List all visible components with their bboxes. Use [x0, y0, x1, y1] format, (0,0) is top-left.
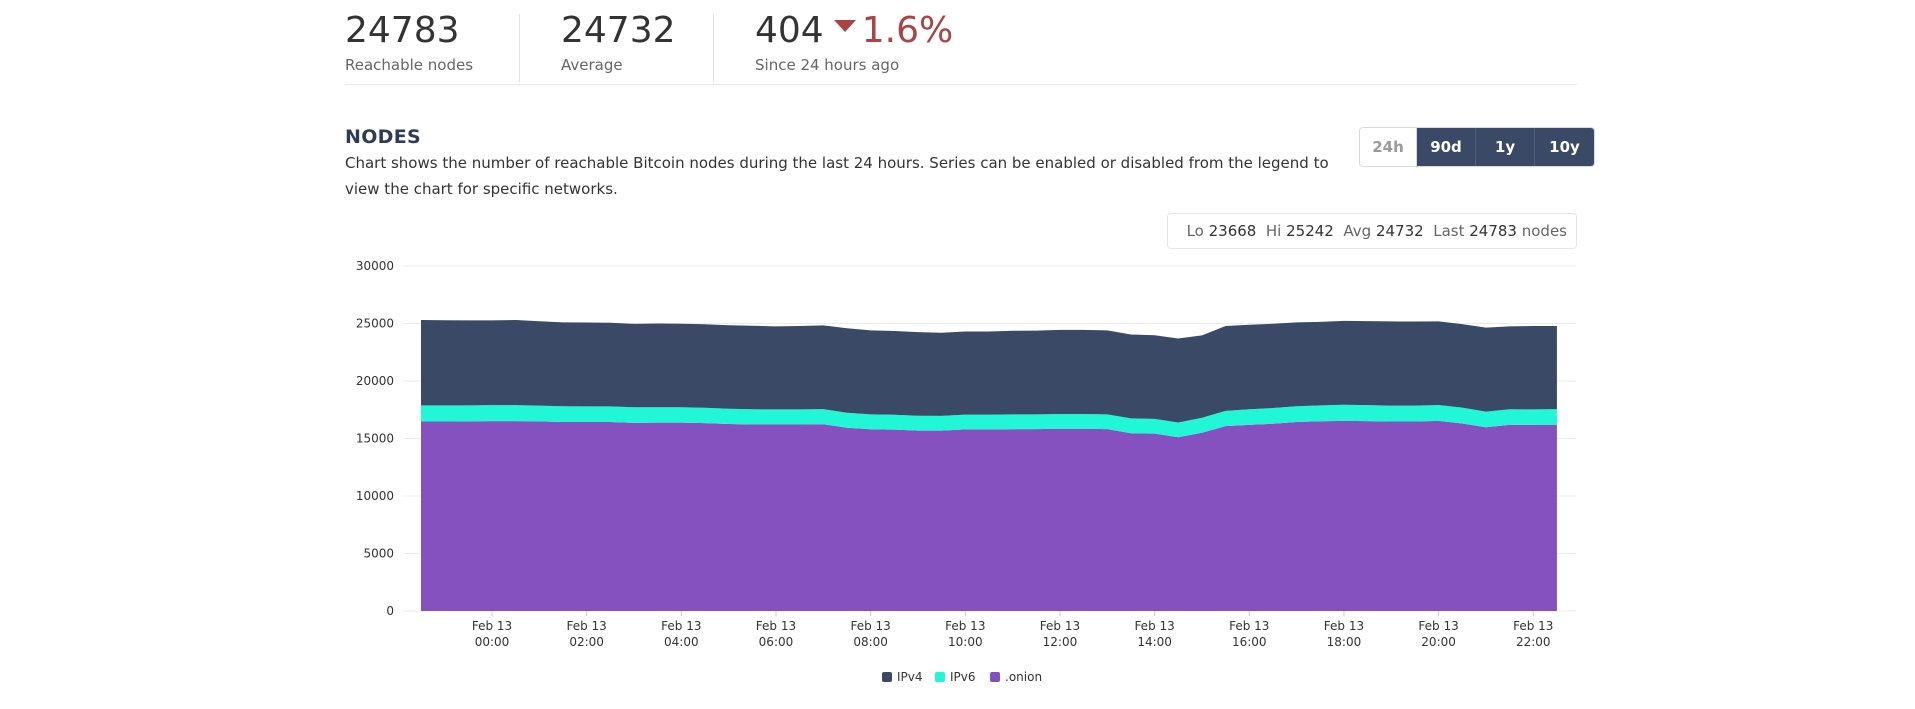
- x-tick-label-time: 12:00: [1043, 635, 1078, 649]
- x-tick-label-time: 04:00: [664, 635, 699, 649]
- x-tick-label-time: 16:00: [1232, 635, 1267, 649]
- series-area-onion: [421, 420, 1557, 611]
- x-tick-label-time: 06:00: [759, 635, 794, 649]
- y-tick-label: 15000: [356, 432, 394, 446]
- range-button-10y[interactable]: 10y: [1535, 128, 1594, 166]
- summary-stats: Lo 23668 Hi 25242 Avg 24732 Last 24783 n…: [1167, 213, 1577, 249]
- x-tick-label-time: 14:00: [1137, 635, 1172, 649]
- legend-label-ipv6: IPv6: [950, 670, 976, 684]
- x-tick-label-date: Feb 13: [566, 619, 606, 633]
- change-percent: 1.6%: [861, 10, 954, 51]
- range-button-90d[interactable]: 90d: [1417, 128, 1476, 166]
- legend-swatch-ipv6: [935, 672, 945, 682]
- summary-last-value: 24783: [1469, 222, 1517, 240]
- change-label: Since 24 hours ago: [755, 56, 900, 74]
- summary-avg-label: Avg: [1343, 222, 1372, 240]
- x-tick-label-date: Feb 13: [850, 619, 890, 633]
- y-tick-label: 25000: [356, 317, 394, 331]
- stat-divider: [713, 14, 714, 82]
- x-tick-label-date: Feb 13: [1040, 619, 1080, 633]
- range-button-24h[interactable]: 24h: [1360, 128, 1417, 166]
- y-axis: 0 5000 10000 15000 20000 25000 30000: [356, 259, 394, 618]
- summary-avg-value: 24732: [1375, 222, 1424, 240]
- x-tick-label-time: 00:00: [475, 635, 510, 649]
- x-tick-label-date: Feb 13: [661, 619, 701, 633]
- series-area-ipv4: [421, 320, 1557, 423]
- y-tick-label: 30000: [356, 259, 394, 273]
- x-tick-label-time: 02:00: [569, 635, 604, 649]
- x-tick-label-time: 20:00: [1421, 635, 1456, 649]
- y-tick-label: 5000: [363, 547, 394, 561]
- section-description: Chart shows the number of reachable Bitc…: [345, 154, 1329, 198]
- x-tick-label-date: Feb 13: [945, 619, 985, 633]
- x-tick-label-date: Feb 13: [472, 619, 512, 633]
- legend-label-ipv4: IPv4: [897, 670, 923, 684]
- chart-series: [421, 320, 1557, 611]
- stat-divider: [519, 14, 520, 82]
- x-tick-label-date: Feb 13: [1134, 619, 1174, 633]
- x-tick-label-time: 18:00: [1327, 635, 1362, 649]
- section-title: NODES: [345, 126, 421, 148]
- average-label: Average: [561, 56, 623, 74]
- y-tick-label: 0: [386, 604, 394, 618]
- x-tick-label-time: 10:00: [948, 635, 983, 649]
- x-tick-label-date: Feb 13: [756, 619, 796, 633]
- change-value-row: 404 1.6%: [755, 10, 953, 51]
- chart-legend: IPv4 IPv6 .onion: [882, 670, 1042, 684]
- reachable-nodes-value: 24783: [345, 10, 460, 51]
- x-tick-label-date: Feb 13: [1513, 619, 1553, 633]
- x-tick-label-date: Feb 13: [1418, 619, 1458, 633]
- x-tick-label-date: Feb 13: [1229, 619, 1269, 633]
- summary-lo-value: 23668: [1208, 222, 1257, 240]
- x-tick-label-time: 22:00: [1516, 635, 1551, 649]
- series-area-ipv6: [421, 404, 1557, 438]
- reachable-nodes-label: Reachable nodes: [345, 56, 474, 74]
- summary-last-label: Last: [1433, 222, 1465, 240]
- average-value: 24732: [561, 10, 676, 51]
- trend-down-icon: [833, 20, 856, 32]
- x-tick-label-date: Feb 13: [1324, 619, 1364, 633]
- summary-hi-value: 25242: [1286, 222, 1334, 240]
- range-selector: 24h 90d 1y 10y: [1359, 127, 1595, 167]
- summary-lo-label: Lo: [1186, 222, 1204, 240]
- legend-label-onion: .onion: [1005, 670, 1042, 684]
- summary-hi-label: Hi: [1265, 222, 1282, 240]
- x-tick-label-time: 08:00: [853, 635, 888, 649]
- y-tick-label: 20000: [356, 374, 394, 388]
- legend-swatch-onion: [990, 672, 1000, 682]
- x-axis: Feb 13 00:00 Feb 13 02:00 Feb 13 04:00 Feb 13 0…: [472, 611, 1553, 649]
- range-button-1y[interactable]: 1y: [1476, 128, 1535, 166]
- y-tick-label: 10000: [356, 489, 394, 503]
- stats-strip: 24783 Reachable nodes 24732 Average 404 1…: [345, 8, 1577, 85]
- legend-swatch-ipv4: [882, 672, 892, 682]
- summary-unit: nodes: [1521, 222, 1567, 240]
- change-value: 404: [755, 10, 824, 51]
